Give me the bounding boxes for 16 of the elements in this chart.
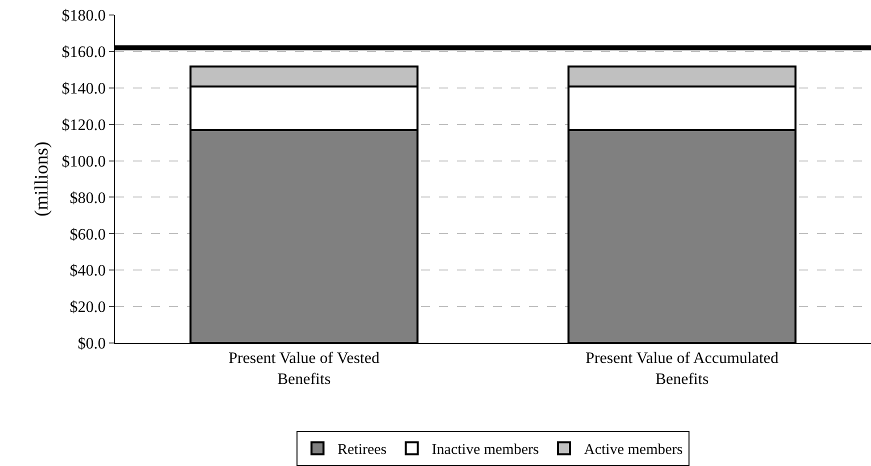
y-tick-label: $60.0 [70,226,106,244]
y-tick-label: $80.0 [70,190,106,207]
x-tick-label: Present Value of Accumulated Benefits [586,350,778,388]
legend-label: Active members [584,442,683,458]
y-tick-label: $180.0 [62,8,106,25]
legend-label: Inactive members [432,442,540,458]
y-tick-label: $140.0 [62,80,106,98]
y-axis-title: (millions) [32,142,53,216]
y-tick-label: $100.0 [62,153,106,170]
y-tick-label: $20.0 [70,299,106,316]
x-tick-label: Present Value of Vested Benefits [228,350,380,388]
y-tick-label: $120.0 [62,116,106,134]
y-tick-label: $0.0 [78,336,106,353]
y-tick-label: $160.0 [62,44,106,62]
legend-label: Retirees [338,442,387,458]
y-tick-label: $40.0 [70,262,106,280]
